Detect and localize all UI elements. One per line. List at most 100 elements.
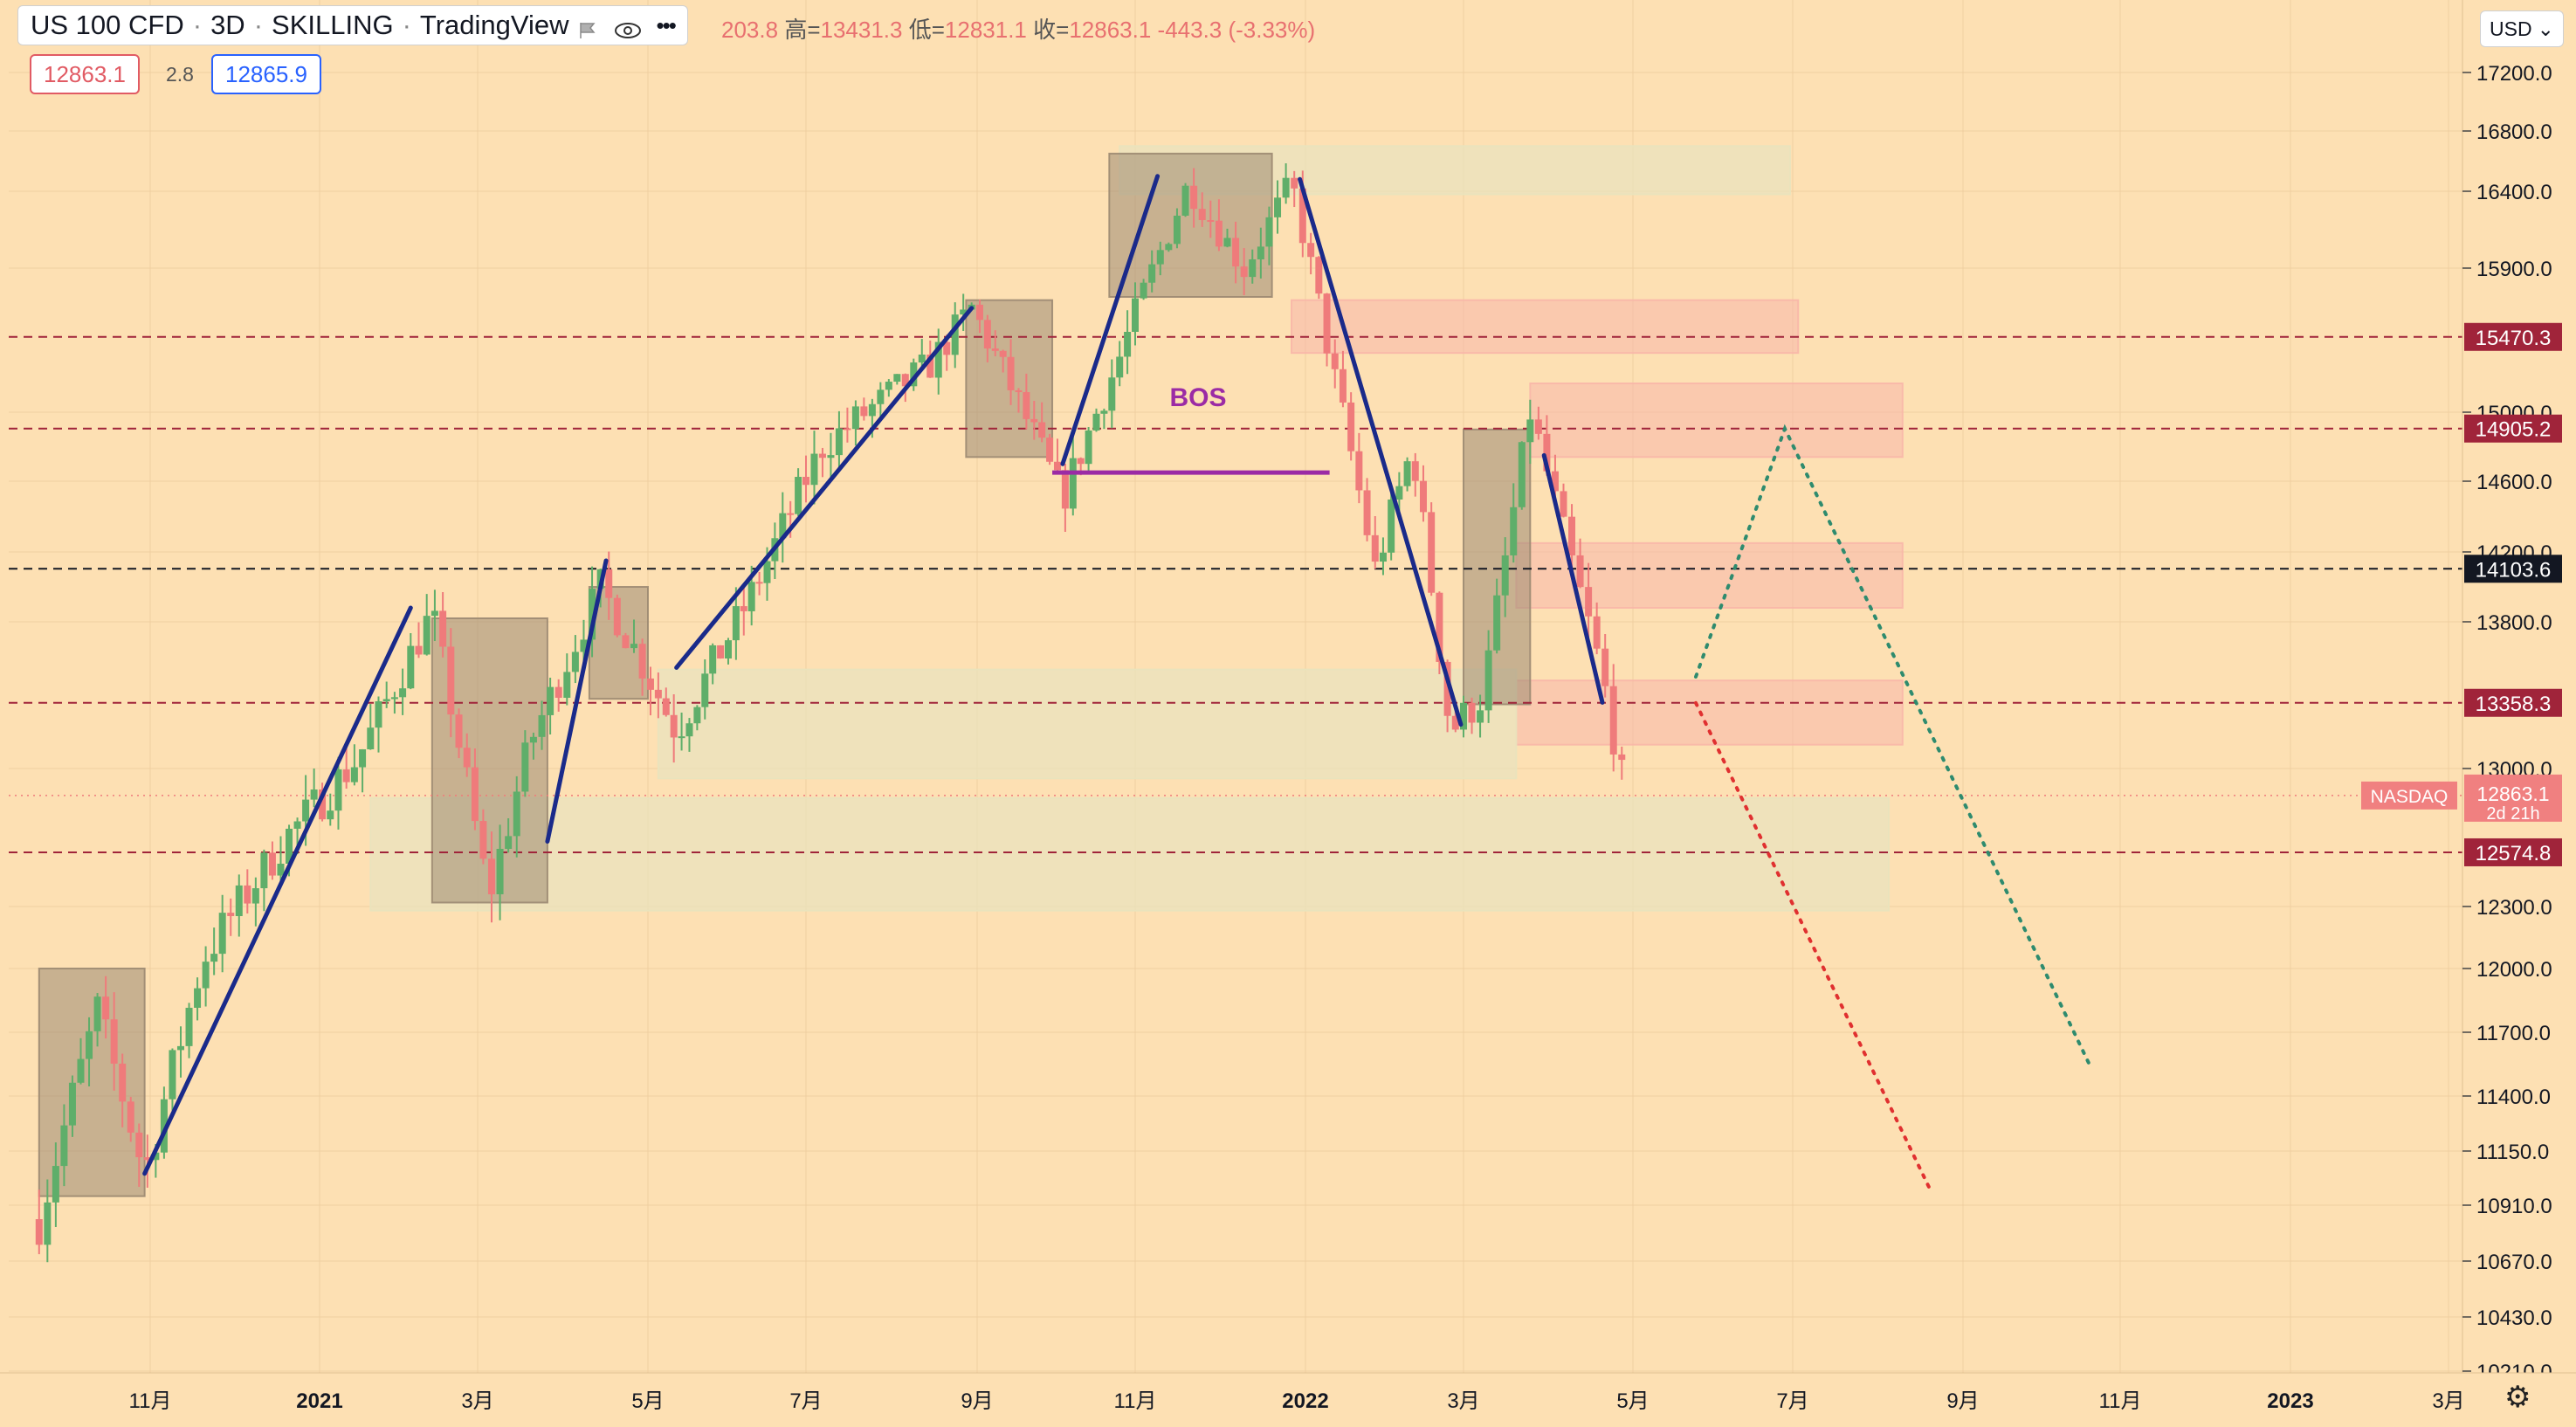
candle-body	[1092, 413, 1100, 431]
price-level-label: 15470.3	[2476, 327, 2552, 350]
close-label: 收=	[1033, 17, 1070, 43]
box-zone	[1108, 152, 1273, 298]
candle-body	[1419, 480, 1427, 513]
more-icon[interactable]: •••	[656, 11, 677, 38]
candle-body	[447, 646, 455, 715]
buy-button[interactable]: 12865.9	[211, 54, 321, 94]
candle-body	[1477, 710, 1484, 723]
trend-line	[674, 306, 975, 670]
candle-body	[1156, 250, 1164, 265]
candle-body	[359, 748, 367, 768]
candle-body	[463, 748, 471, 768]
candle-body	[538, 714, 546, 737]
y-axis-label: 11700.0	[2476, 1022, 2551, 1045]
candle-body	[529, 736, 537, 743]
candle-body	[779, 513, 787, 539]
candle-body	[1593, 616, 1601, 649]
candle-body	[302, 799, 310, 822]
candle-body	[1526, 419, 1534, 443]
candle-body	[1307, 243, 1315, 258]
trend-line	[545, 558, 609, 844]
x-axis-label: 11月	[1114, 1389, 1157, 1413]
candle-body	[1257, 246, 1264, 259]
candle-body	[802, 477, 809, 486]
candle-body	[991, 348, 999, 351]
candle-body	[1069, 458, 1077, 509]
candle-body	[1443, 661, 1451, 716]
candle-body	[399, 688, 407, 698]
candle-body	[1240, 266, 1248, 278]
candle-body	[1331, 353, 1339, 369]
candle-body	[68, 1082, 76, 1126]
close-value: 12863.1	[1069, 17, 1152, 43]
candle-body	[685, 723, 693, 737]
candle-body	[1023, 391, 1030, 419]
candle-body	[1411, 461, 1419, 481]
bearish-projection-path	[1694, 700, 1932, 1191]
candle-body	[1007, 356, 1015, 390]
x-axis-label: 7月	[1776, 1389, 1808, 1413]
currency-select[interactable]: USD ⌄	[2480, 10, 2564, 47]
supply-zone	[1529, 383, 1904, 458]
candle-body	[717, 645, 725, 659]
candle-body	[1518, 442, 1526, 507]
candle-body	[327, 810, 334, 820]
high-value: 13431.3	[820, 17, 903, 43]
bullish-projection-path	[1694, 424, 2091, 1066]
candle-body	[547, 686, 554, 715]
candle-body	[1576, 555, 1584, 588]
candle-body	[268, 852, 276, 876]
candle-body	[471, 767, 479, 822]
source-label: NASDAQ	[2371, 787, 2449, 807]
zones-layer	[38, 145, 1904, 1197]
candle-body	[513, 791, 520, 837]
candle-body	[1085, 430, 1092, 465]
eye-icon[interactable]	[613, 16, 643, 38]
candle-body	[662, 698, 670, 715]
candle-body	[827, 455, 835, 458]
candle-body	[926, 355, 934, 378]
price-level-tag	[2464, 688, 2562, 717]
currency-label: USD	[2490, 17, 2532, 40]
candles-layer	[35, 162, 1626, 1263]
x-axis-label: 9月	[961, 1389, 993, 1413]
candle-body	[983, 320, 991, 349]
candle-body	[334, 769, 342, 811]
candle-body	[1015, 389, 1023, 392]
x-axis-panel	[0, 1373, 2576, 1427]
price-level-label: 13358.3	[2476, 693, 2552, 716]
candle-body	[1181, 185, 1189, 216]
candle-body	[1223, 238, 1231, 247]
candle-body	[286, 828, 293, 864]
candle-body	[1291, 177, 1298, 189]
candle-body	[1534, 419, 1542, 434]
x-axis-label: 2021	[296, 1389, 342, 1413]
candle-body	[860, 406, 868, 417]
price-level-label: 14905.2	[2476, 418, 2552, 442]
candle-body	[1493, 595, 1501, 651]
candle-body	[835, 428, 843, 456]
candle-body	[1116, 356, 1124, 378]
candle-body	[709, 645, 717, 674]
candle-body	[589, 589, 596, 640]
candle-body	[613, 597, 621, 636]
candle-body	[367, 727, 375, 749]
gear-icon[interactable]: ⚙	[2504, 1381, 2531, 1414]
candle-body	[747, 582, 755, 611]
candle-body	[350, 767, 358, 782]
candle-body	[1484, 650, 1492, 711]
price-level-label: 14103.6	[2476, 558, 2552, 582]
demand-zone	[657, 668, 1518, 780]
symbol-legend[interactable]: US 100 CFD · 3D · SKILLING · TradingView…	[17, 5, 688, 45]
price-levels-layer	[9, 335, 2462, 853]
candle-body	[342, 769, 350, 782]
sell-button[interactable]: 12863.1	[30, 54, 140, 94]
candle-body	[732, 606, 740, 641]
price-level-tag	[2464, 555, 2562, 583]
x-axis-label: 3月	[461, 1389, 493, 1413]
flag-icon[interactable]	[578, 16, 597, 38]
candle-body	[605, 569, 613, 598]
candle-body	[678, 736, 685, 739]
